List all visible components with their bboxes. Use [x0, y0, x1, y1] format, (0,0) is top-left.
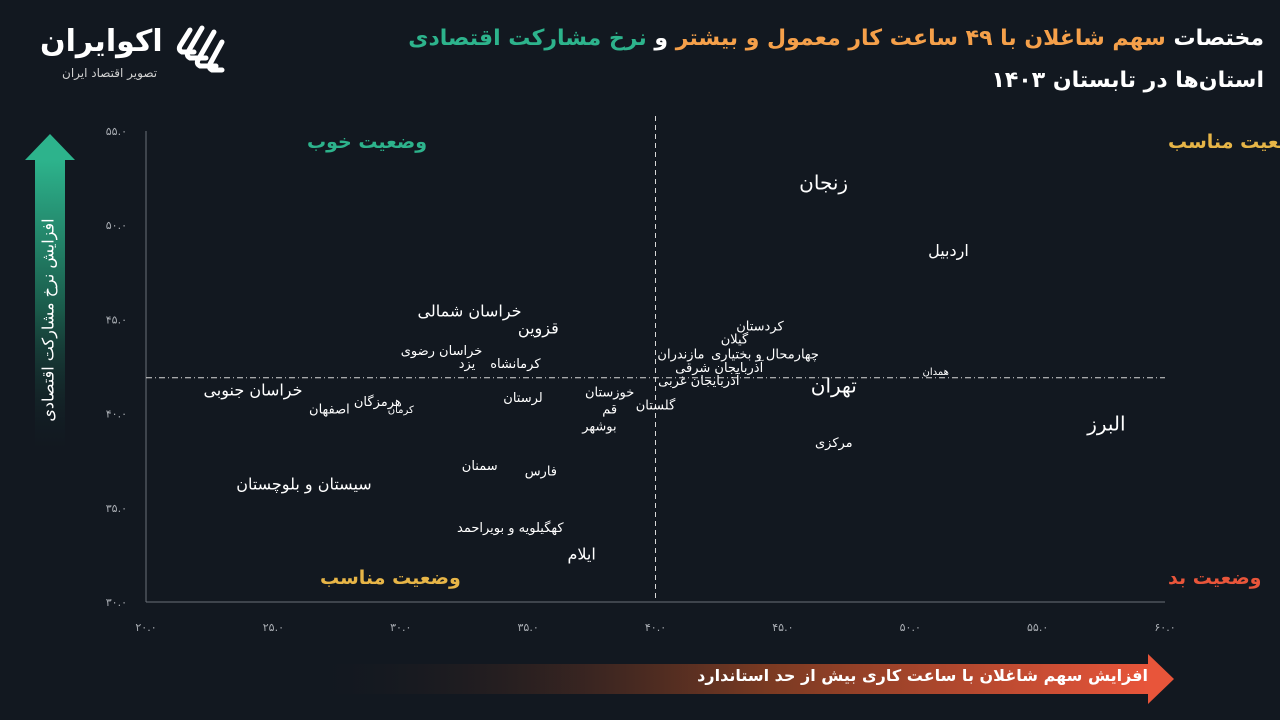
data-point-label: زنجان	[799, 170, 848, 194]
data-point-label: آذربایجان شرقی	[675, 359, 764, 376]
x-tick-label: ۲۵.۰	[263, 621, 284, 634]
data-point-label: اردبیل	[928, 241, 969, 261]
x-tick-label: ۳۰.۰	[390, 621, 411, 634]
x-tick-label: ۴۰.۰	[645, 621, 666, 634]
data-point-label: چهارمحال و بختیاری	[711, 348, 819, 363]
data-point-label: قم	[602, 402, 617, 417]
y-axis-label-wrap: افزایش نرخ مشارکت اقتصادی	[39, 218, 59, 421]
data-point-label: سمنان	[462, 459, 498, 474]
y-axis-arrow	[25, 134, 75, 460]
quadrant-label-top-left: وضعیت خوب	[307, 131, 427, 153]
y-axis-label: افزایش نرخ مشارکت اقتصادی	[39, 218, 59, 421]
y-tick-label: ۳۵.۰	[106, 502, 127, 515]
data-point-label: کرمان	[388, 405, 414, 416]
logo-mark-icon	[176, 25, 225, 73]
x-tick-label: ۲۰.۰	[135, 621, 156, 634]
data-point-label: اصفهان	[309, 402, 350, 417]
data-point-label: خراسان جنوبی	[203, 380, 302, 400]
logo-subtitle: تصویر اقتصاد ایران	[62, 66, 158, 80]
y-ticks: ۳۰.۰ ۳۵.۰ ۴۰.۰ ۴۵.۰ ۵۰.۰ ۵۵.۰	[106, 125, 127, 609]
data-point-label: کرمانشاه	[490, 357, 541, 372]
title-part: و	[646, 26, 676, 51]
chart-title: مختصات سهم شاغلان با ۴۹ ساعت کار معمول و…	[408, 18, 1264, 102]
x-tick-label: ۳۵.۰	[518, 621, 539, 634]
data-point-label: لرستان	[503, 391, 542, 406]
data-point-label: البرز	[1086, 411, 1125, 435]
data-point-label: خراسان رضوی	[401, 344, 483, 359]
quadrant-labels: وضعیت خوب وضعیت مناسب وضعیت مناسب وضعیت بد	[307, 131, 1280, 589]
data-point-label: آذربایجان غربی	[658, 372, 741, 389]
axes	[145, 131, 1165, 603]
quadrant-label-top-right: وضعیت مناسب	[1168, 131, 1280, 153]
data-point-label: بوشهر	[581, 419, 616, 434]
y-tick-label: ۵۵.۰	[106, 125, 127, 138]
x-axis-arrow	[300, 654, 1174, 704]
data-point-label: خوزستان	[585, 385, 634, 400]
data-point-label: گلستان	[636, 398, 676, 414]
title-line-1: مختصات سهم شاغلان با ۴۹ ساعت کار معمول و…	[408, 18, 1264, 60]
title-part: نرخ مشارکت اقتصادی	[408, 26, 647, 51]
x-tick-label: ۵۵.۰	[1027, 621, 1048, 634]
logo-name: اکوایران	[40, 24, 163, 59]
title-line-2: استان‌ها در تابستان ۱۴۰۳	[991, 68, 1264, 93]
x-axis-label: افزایش سهم شاغلان با ساعت کاری بیش از حد…	[697, 666, 1148, 685]
data-point-label: همدان	[923, 367, 949, 378]
x-ticks: ۲۰.۰ ۲۵.۰ ۳۰.۰ ۳۵.۰ ۴۰.۰ ۴۵.۰ ۵۰.۰ ۵۵.۰ ۶۰.۰	[135, 621, 1175, 634]
data-point-label: تهران	[811, 374, 857, 398]
data-point-label: خراسان شمالی	[418, 301, 522, 321]
x-tick-label: ۵۰.۰	[900, 621, 921, 634]
x-tick-label: ۶۰.۰	[1154, 621, 1175, 634]
data-point-label: مازندران	[657, 348, 704, 363]
data-point-label: فارس	[525, 465, 557, 480]
data-point-label: هرمزگان	[354, 394, 402, 410]
data-point-label: کهگیلویه و بویراحمد	[457, 520, 564, 536]
y-tick-label: ۴۵.۰	[106, 313, 127, 326]
data-point-label: یزد	[459, 357, 476, 372]
brand-logo: اکوایران تصویر اقتصاد ایران	[18, 18, 238, 88]
reference-lines	[146, 116, 1165, 602]
data-point-label: سیستان و بلوچستان	[236, 475, 372, 495]
title-part: سهم شاغلان با ۴۹ ساعت کار معمول و بیشتر	[675, 26, 1166, 51]
x-tick-label: ۴۵.۰	[772, 621, 793, 634]
data-point-label: ایلام	[567, 544, 595, 563]
data-point-label: مرکزی	[815, 436, 853, 451]
quadrant-label-bottom-right: وضعیت بد	[1168, 567, 1262, 589]
y-tick-label: ۴۰.۰	[106, 408, 127, 421]
data-point-label: گیلان	[721, 332, 749, 348]
data-point-label: کردستان	[736, 319, 784, 334]
quadrant-label-bottom-left: وضعیت مناسب	[320, 567, 461, 589]
data-point-label: قزوین	[518, 318, 559, 338]
title-part: مختصات	[1165, 26, 1264, 51]
y-tick-label: ۵۰.۰	[106, 219, 127, 232]
y-tick-label: ۳۰.۰	[106, 596, 127, 609]
